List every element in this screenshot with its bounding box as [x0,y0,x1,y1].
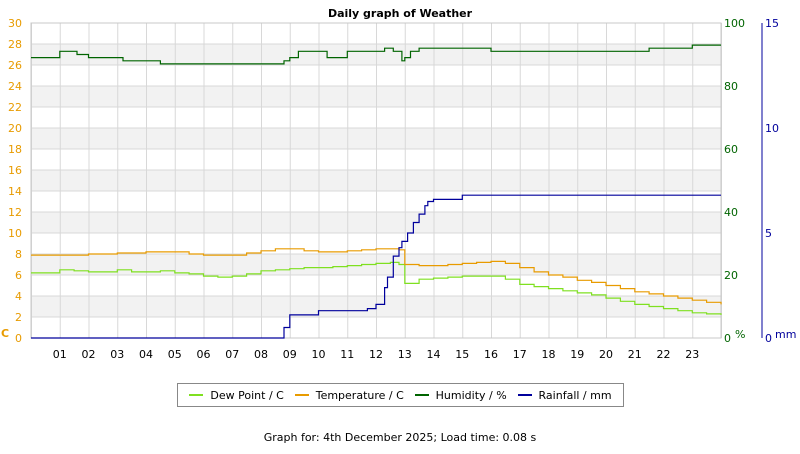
x-tick-label: 16 [484,348,498,361]
legend-item-dew-point: Dew Point / C [189,388,284,402]
y-mid-tick-label: 80 [724,80,738,93]
x-tick-label: 03 [110,348,124,361]
x-tick-label: 14 [427,348,441,361]
x-tick-label: 17 [513,348,527,361]
y-mid-tick-label: 40 [724,206,738,219]
y-left-tick-label: 24 [8,80,22,93]
grid-lines [30,22,722,339]
y-left-tick-label: 0 [15,332,22,345]
y-mid-tick-label: 100 [724,17,745,30]
x-tick-label: 11 [340,348,354,361]
x-tick-label: 06 [197,348,211,361]
legend-swatch-temperature [294,394,309,396]
series-line-dew-point [31,261,722,315]
x-tick-label: 13 [398,348,412,361]
x-tick-label: 22 [657,348,671,361]
legend-item-rainfall: Rainfall / mm [517,388,612,402]
y-left-tick-label: 2 [15,311,22,324]
legend: Dew Point / C Temperature / C Humidity /… [177,383,624,407]
x-tick-label: 12 [369,348,383,361]
legend-item-temperature: Temperature / C [294,388,404,402]
y-right-tick-label: 15 [765,17,779,30]
axis-labels: 0246810121416182022242628300204060801000… [1,17,796,361]
legend-swatch-humidity [414,394,429,396]
x-tick-label: 02 [82,348,96,361]
y-left-tick-label: 20 [8,122,22,135]
y-left-unit-label: C [1,327,9,340]
x-tick-label: 09 [283,348,297,361]
x-tick-label: 10 [312,348,326,361]
plot-border [30,22,722,339]
y-left-tick-label: 6 [15,269,22,282]
x-tick-label: 05 [168,348,182,361]
y-left-tick-label: 4 [15,290,22,303]
y-left-tick-label: 22 [8,101,22,114]
x-tick-label: 18 [542,348,556,361]
y-left-tick-label: 16 [8,164,22,177]
y-left-tick-label: 26 [8,59,22,72]
legend-label-rainfall: Rainfall / mm [538,388,612,402]
legend-label-dew-point: Dew Point / C [210,388,284,402]
legend-swatch-rainfall [517,394,532,396]
y-left-tick-label: 18 [8,143,22,156]
x-tick-label: 08 [254,348,268,361]
x-tick-label: 01 [53,348,67,361]
y-left-tick-label: 30 [8,17,22,30]
x-tick-label: 15 [455,348,469,361]
y-left-tick-label: 28 [8,38,22,51]
series-line-rainfall [31,194,721,339]
y-left-tick-label: 12 [8,206,22,219]
footer-status: Graph for: 4th December 2025; Load time:… [263,431,537,444]
y-left-tick-label: 10 [8,227,22,240]
legend-swatch-dew-point [189,394,204,396]
series-lines [31,44,722,339]
legend-label-humidity: Humidity / % [435,388,507,402]
y-mid-tick-label: 20 [724,269,738,282]
y-right-unit-label: mm [775,328,796,341]
x-tick-label: 07 [225,348,239,361]
x-tick-label: 19 [570,348,584,361]
x-tick-label: 21 [628,348,642,361]
y-left-tick-label: 8 [15,248,22,261]
series-line-temperature [31,248,722,305]
y-left-tick-label: 14 [8,185,22,198]
legend-label-temperature: Temperature / C [315,388,404,402]
y-right-tick-label: 0 [765,332,772,345]
y-mid-tick-label: 0 [724,332,731,345]
x-tick-label: 20 [599,348,613,361]
y-right-tick-label: 10 [765,122,779,135]
x-tick-label: 04 [139,348,153,361]
y-mid-unit-label: % [735,328,745,341]
y-right-tick-label: 5 [765,227,772,240]
chart-title: Daily graph of Weather [328,7,473,20]
x-tick-label: 23 [685,348,699,361]
series-line-humidity [31,44,721,65]
y-mid-tick-label: 60 [724,143,738,156]
legend-item-humidity: Humidity / % [414,388,507,402]
